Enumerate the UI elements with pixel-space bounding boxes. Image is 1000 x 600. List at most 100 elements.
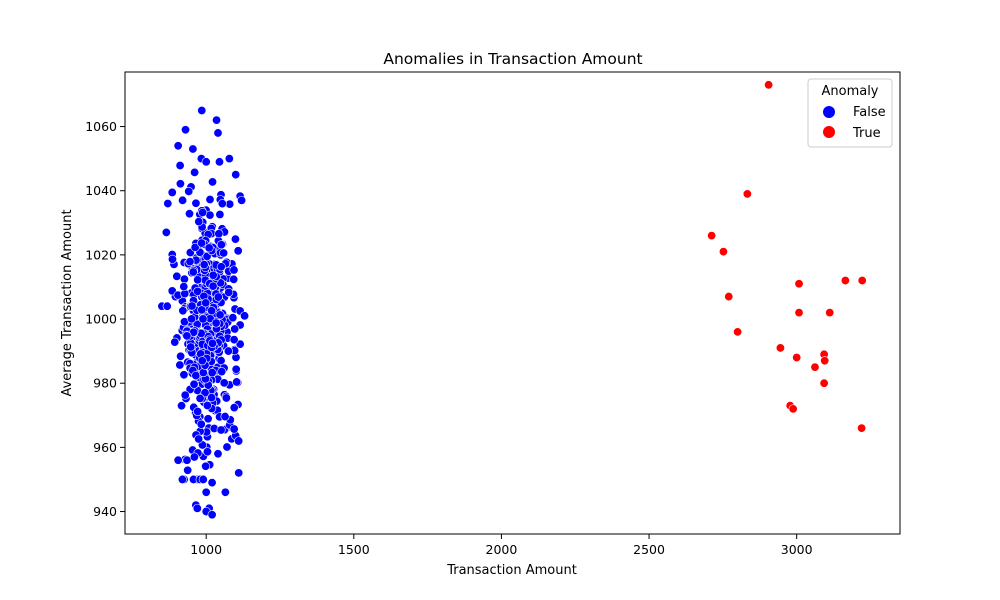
data-point-true bbox=[733, 327, 743, 337]
data-point-true bbox=[857, 423, 867, 433]
data-point-false bbox=[182, 331, 192, 341]
data-point-false bbox=[205, 194, 215, 204]
data-point-false bbox=[240, 311, 250, 321]
y-tick-label: 960 bbox=[93, 440, 117, 455]
data-point-false bbox=[207, 510, 217, 520]
data-point-false bbox=[181, 125, 191, 135]
data-point-false bbox=[182, 455, 192, 465]
data-point-false bbox=[229, 335, 239, 345]
data-point-false bbox=[163, 199, 173, 209]
y-axis-label: Average Transaction Amount bbox=[60, 209, 75, 396]
data-point-true bbox=[718, 247, 728, 257]
data-point-false bbox=[191, 371, 201, 381]
x-tick-label: 2500 bbox=[633, 542, 665, 557]
data-point-false bbox=[201, 298, 211, 308]
data-point-false bbox=[187, 301, 197, 311]
data-point-false bbox=[217, 199, 227, 209]
data-point-false bbox=[161, 227, 171, 237]
data-point-false bbox=[172, 271, 182, 281]
data-point-false bbox=[188, 267, 198, 277]
data-point-false bbox=[200, 388, 210, 398]
data-point-false bbox=[214, 229, 224, 239]
data-point-false bbox=[177, 474, 187, 484]
y-tick-label: 940 bbox=[93, 504, 117, 519]
data-point-true bbox=[825, 308, 835, 318]
data-point-true bbox=[794, 279, 804, 289]
x-axis: 1000 1500 2000 2500 3000 bbox=[190, 534, 813, 557]
data-point-false bbox=[191, 198, 201, 208]
legend-marker-false bbox=[823, 106, 835, 118]
points-layer bbox=[157, 80, 867, 520]
x-tick-label: 1000 bbox=[190, 542, 222, 557]
data-point-true bbox=[764, 80, 774, 90]
data-point-false bbox=[178, 195, 188, 205]
x-axis-label: Transaction Amount bbox=[446, 563, 577, 578]
data-point-false bbox=[189, 379, 199, 389]
data-point-true bbox=[820, 356, 830, 366]
data-point-false bbox=[222, 442, 232, 452]
data-point-false bbox=[175, 360, 185, 370]
data-point-false bbox=[208, 281, 218, 291]
data-point-false bbox=[215, 310, 225, 320]
data-point-false bbox=[195, 393, 205, 403]
data-point-false bbox=[213, 292, 223, 302]
plot-frame bbox=[124, 71, 901, 535]
data-point-false bbox=[229, 265, 239, 275]
data-point-false bbox=[208, 270, 218, 280]
data-point-false bbox=[176, 351, 186, 361]
y-tick-label: 980 bbox=[93, 376, 117, 391]
data-point-false bbox=[197, 356, 207, 366]
data-point-false bbox=[198, 314, 208, 324]
y-tick-label: 1060 bbox=[85, 119, 117, 134]
data-point-false bbox=[213, 128, 223, 138]
data-point-false bbox=[234, 468, 244, 478]
chart-title: Anomalies in Transaction Amount bbox=[383, 50, 642, 68]
data-point-false bbox=[201, 487, 211, 497]
data-point-false bbox=[215, 209, 225, 219]
data-point-false bbox=[185, 209, 195, 219]
data-point-false bbox=[194, 217, 204, 227]
data-point-false bbox=[221, 393, 231, 403]
data-point-true bbox=[794, 308, 804, 318]
data-point-false bbox=[237, 195, 247, 205]
data-point-false bbox=[229, 274, 239, 284]
data-point-false bbox=[207, 306, 217, 316]
data-point-false bbox=[175, 161, 185, 171]
legend-marker-true bbox=[823, 126, 835, 138]
data-point-false bbox=[230, 324, 240, 334]
legend-title: Anomaly bbox=[821, 84, 878, 99]
data-point-false bbox=[224, 154, 234, 164]
data-point-false bbox=[216, 262, 226, 272]
data-point-false bbox=[173, 141, 183, 151]
data-point-false bbox=[179, 370, 189, 380]
data-point-false bbox=[219, 248, 229, 258]
data-point-false bbox=[229, 403, 239, 413]
data-point-false bbox=[202, 400, 212, 410]
data-point-false bbox=[198, 368, 208, 378]
data-point-false bbox=[185, 257, 195, 267]
data-point-false bbox=[204, 243, 214, 253]
data-point-false bbox=[184, 186, 194, 196]
data-point-false bbox=[212, 115, 222, 125]
data-point-false bbox=[183, 465, 193, 475]
data-point-false bbox=[197, 238, 207, 248]
data-point-false bbox=[219, 378, 229, 388]
data-point-true bbox=[742, 189, 752, 199]
legend-label-false: False bbox=[853, 105, 886, 120]
data-point-false bbox=[201, 461, 211, 471]
data-point-false bbox=[189, 452, 199, 462]
data-point-false bbox=[223, 346, 233, 356]
data-point-true bbox=[792, 353, 802, 363]
data-point-false bbox=[203, 447, 213, 457]
data-point-false bbox=[178, 306, 188, 316]
data-point-false bbox=[224, 287, 234, 297]
data-point-false bbox=[198, 207, 208, 217]
data-point-false bbox=[194, 434, 204, 444]
data-point-false bbox=[190, 242, 200, 252]
data-point-false bbox=[220, 487, 230, 497]
data-point-false bbox=[220, 412, 230, 422]
data-point-false bbox=[217, 367, 227, 377]
data-point-true bbox=[724, 292, 734, 302]
data-point-false bbox=[231, 170, 241, 180]
